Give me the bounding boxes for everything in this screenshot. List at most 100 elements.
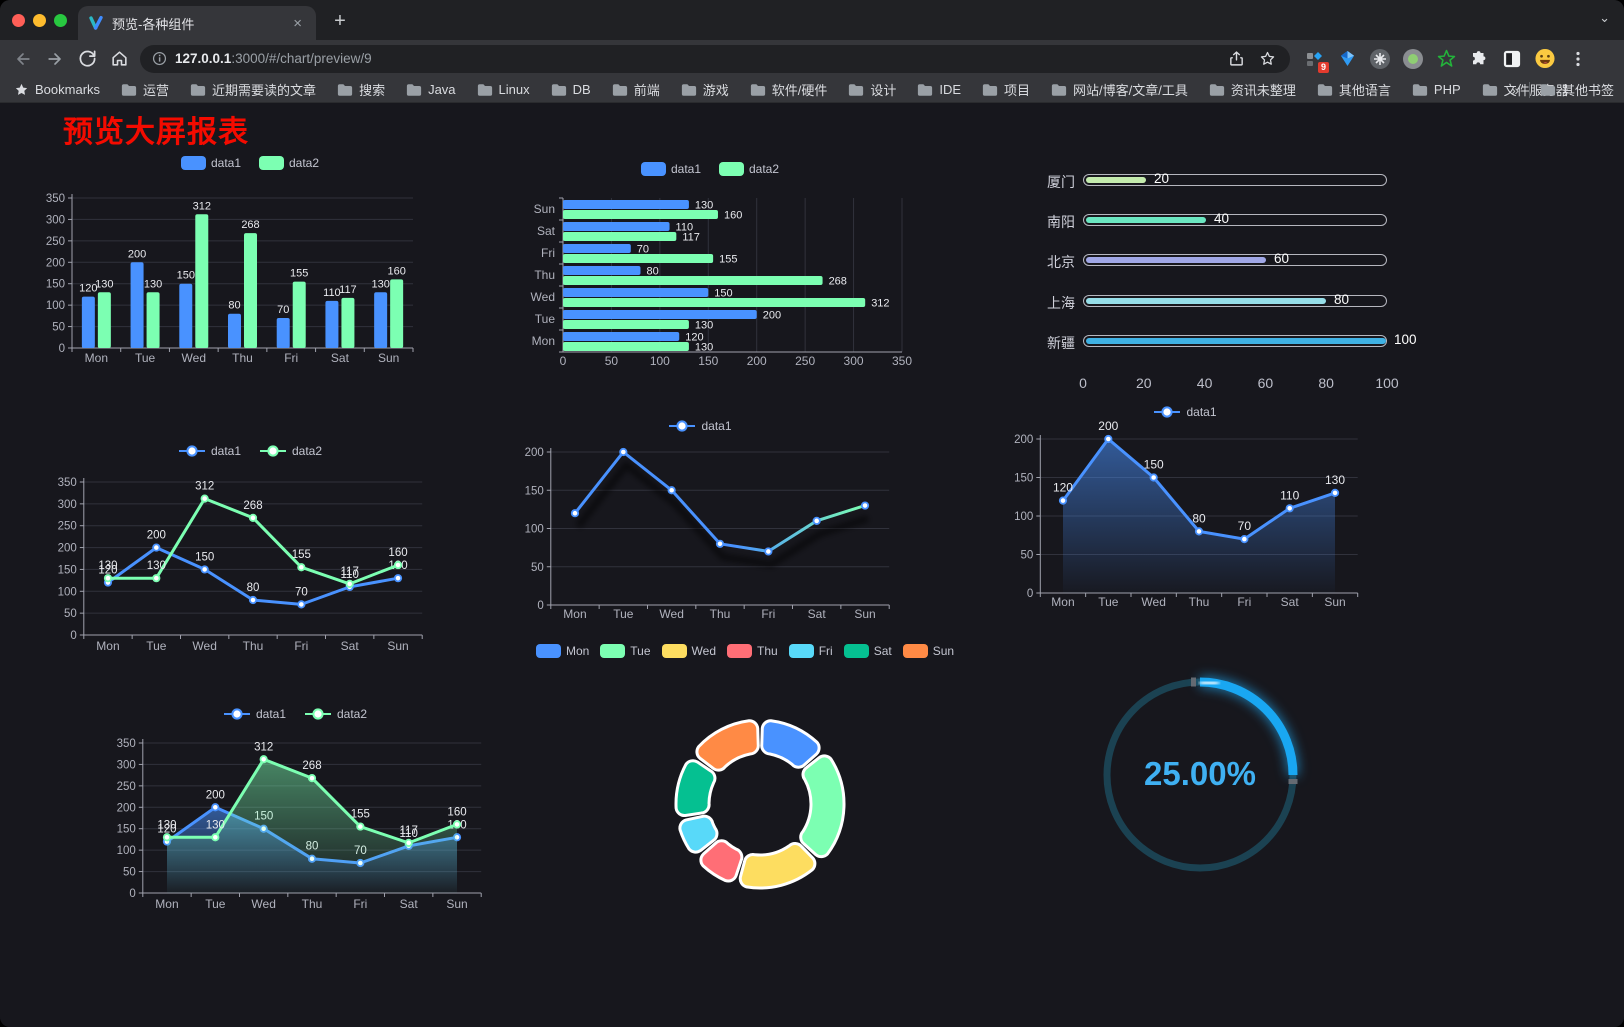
bookmarks-overflow-icon[interactable]: »	[1511, 81, 1519, 98]
data-point[interactable]	[860, 501, 870, 510]
bookmark-folder-item[interactable]: 软件/硬件	[750, 80, 827, 99]
data-point[interactable]	[404, 838, 413, 847]
legend-item[interactable]: data1	[668, 419, 732, 433]
chart-canvas[interactable]: 0 50 100 150 200 Mon Tue Wed Thu Fri Sat Sun	[500, 400, 900, 640]
data-point[interactable]	[345, 579, 354, 588]
bookmark-folder-item[interactable]: 设计	[848, 80, 896, 99]
legend-item[interactable]: data2	[719, 162, 779, 176]
progress-track[interactable]	[1083, 295, 1387, 307]
pie-slice-Tue[interactable]	[799, 754, 846, 859]
data-point[interactable]	[570, 509, 580, 518]
data-point[interactable]	[297, 563, 306, 572]
bookmark-folder-item[interactable]: DB	[551, 82, 591, 97]
hbar-data1[interactable]	[563, 288, 709, 297]
data-point[interactable]	[307, 774, 317, 783]
double-area-chart[interactable]: 0 50 100 150 200 250 300 350 Mon Tue Wed Thu Fri Sat S…	[95, 672, 495, 927]
bar-data2[interactable]	[195, 214, 209, 348]
legend-item[interactable]: data2	[304, 707, 367, 721]
chart-canvas[interactable]: 0 50 100 150 200 Mon Tue Wed Thu Fri Sat Sun 120 200 1…	[1000, 398, 1370, 626]
extension-snowflake-icon[interactable]	[1370, 48, 1390, 69]
home-button[interactable]	[106, 46, 132, 72]
legend-item[interactable]: Thu	[727, 644, 778, 658]
bar-data2[interactable]	[390, 279, 404, 348]
legend-item[interactable]: Mon	[535, 644, 589, 658]
window-minimize-button[interactable]	[33, 14, 46, 27]
bar-data2[interactable]	[341, 297, 355, 348]
pie-slice-Wed[interactable]	[738, 841, 817, 890]
bookmark-folder-item[interactable]: IDE	[917, 82, 961, 97]
chart-canvas[interactable]: 0 50 100 150 200 250 300 350 Mon Tue Wed Thu Fri Sat S…	[40, 150, 460, 382]
data-point[interactable]	[211, 833, 220, 842]
bookmark-folder-item[interactable]: 网站/博客/文章/工具	[1051, 80, 1188, 99]
single-area-chart[interactable]: 0 50 100 150 200 Mon Tue Wed Thu Fri Sat Sun 120 200 1…	[1000, 398, 1370, 626]
data-point[interactable]	[619, 447, 628, 457]
window-zoom-button[interactable]	[54, 14, 67, 27]
extensions-puzzle-icon[interactable]	[1469, 49, 1489, 69]
legend-item[interactable]: data2	[259, 444, 322, 458]
bookmark-folder-item[interactable]: 项目	[982, 80, 1030, 99]
data-point[interactable]	[1194, 527, 1204, 536]
hbar-data2[interactable]	[563, 298, 866, 307]
pie-slice-Thu[interactable]	[699, 839, 744, 883]
hbar-data1[interactable]	[563, 222, 670, 231]
bar-data1[interactable]	[276, 318, 290, 348]
page-info-icon[interactable]	[152, 51, 167, 66]
chart-canvas[interactable]	[555, 640, 935, 902]
profile-avatar-emoji[interactable]	[1535, 48, 1555, 69]
bar-data1[interactable]	[325, 300, 339, 348]
legend-item[interactable]: data1	[223, 707, 286, 721]
bookmark-star-icon[interactable]	[1259, 50, 1276, 67]
new-tab-button[interactable]: +	[334, 10, 346, 32]
data-point[interactable]	[812, 516, 821, 525]
extension-green-dot-icon[interactable]	[1403, 48, 1423, 69]
bar-data2[interactable]	[292, 281, 306, 348]
tab-search-chevron-icon[interactable]: ⌄	[1599, 10, 1610, 25]
grouped-bar-chart[interactable]: 0 50 100 150 200 250 300 350 Mon Tue Wed Thu Fri Sat S…	[40, 150, 460, 382]
extension-contrast-icon[interactable]	[1502, 49, 1522, 69]
data-point[interactable]	[248, 595, 258, 605]
bookmark-folder-item[interactable]: PHP	[1412, 82, 1461, 97]
reload-button[interactable]	[74, 46, 100, 72]
extension-green-star-icon[interactable]	[1436, 49, 1456, 69]
window-close-button[interactable]	[12, 14, 25, 27]
data-point[interactable]	[1149, 473, 1158, 482]
legend-item[interactable]: data1	[1153, 405, 1217, 419]
hbar-data1[interactable]	[563, 310, 757, 319]
browser-menu-icon[interactable]	[1568, 49, 1588, 69]
share-icon[interactable]	[1228, 50, 1245, 67]
bookmark-folder-item[interactable]: 运营	[121, 80, 169, 99]
data-point[interactable]	[152, 543, 161, 552]
legend-item[interactable]: data2	[259, 156, 319, 170]
chart-canvas[interactable]	[1095, 663, 1305, 888]
data-point[interactable]	[393, 574, 403, 583]
data-point[interactable]	[211, 803, 220, 812]
hbar-data1[interactable]	[563, 244, 631, 253]
hbar-data1[interactable]	[563, 200, 689, 209]
url-bar[interactable]: 127.0.0.1:3000/#/chart/preview/9	[140, 44, 1290, 73]
bookmarks-manager-item[interactable]: Bookmarks	[14, 82, 100, 97]
bar-data1[interactable]	[374, 292, 388, 348]
bookmark-folder-item[interactable]: 其他语言	[1317, 80, 1391, 99]
hbar-data2[interactable]	[563, 342, 689, 351]
data-point[interactable]	[715, 539, 725, 548]
legend-item[interactable]: Sat	[843, 644, 892, 658]
data-point[interactable]	[162, 833, 172, 842]
gauge-chart[interactable]: 25.00%	[1095, 663, 1305, 888]
legend-item[interactable]: data1	[640, 162, 701, 176]
bookmark-folder-item[interactable]: 前端	[612, 80, 660, 99]
data-point[interactable]	[764, 547, 773, 556]
pie-slice-Sat[interactable]	[674, 759, 717, 817]
bar-data2[interactable]	[97, 292, 111, 348]
extension-grid-icon[interactable]: 9	[1304, 49, 1329, 73]
data-point[interactable]	[667, 486, 676, 495]
tab-close-icon[interactable]: ×	[293, 14, 302, 32]
browser-tab[interactable]: 预览-各种组件 ×	[78, 6, 316, 40]
bookmark-folder-item[interactable]: Java	[406, 82, 456, 97]
bar-data2[interactable]	[146, 292, 160, 348]
legend-item[interactable]: Sun	[902, 644, 954, 658]
hbar-data2[interactable]	[563, 210, 718, 219]
data-point[interactable]	[103, 574, 113, 583]
data-point[interactable]	[1058, 496, 1068, 505]
hbar-data1[interactable]	[563, 332, 680, 341]
